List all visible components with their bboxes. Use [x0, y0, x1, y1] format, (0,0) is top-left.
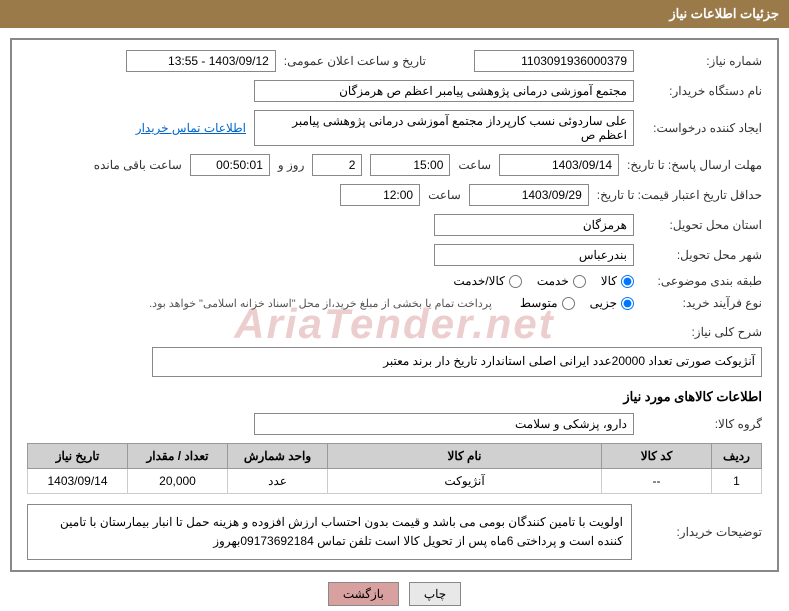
label-requester: ایجاد کننده درخواست: — [642, 121, 762, 135]
radio-goods[interactable] — [621, 275, 634, 288]
return-button[interactable]: بازگشت — [328, 582, 399, 606]
field-buyer-org: مجتمع آموزشی درمانی پژوهشی پیامبر اعظم ص… — [254, 80, 634, 102]
radio-service[interactable] — [573, 275, 586, 288]
td-qty: 20,000 — [128, 469, 228, 494]
row-delivery-province: استان محل تحویل: هرمزگان — [27, 214, 762, 236]
link-buyer-contact[interactable]: اطلاعات تماس خریدار — [136, 121, 246, 135]
field-announce-time: 1403/09/12 - 13:55 — [126, 50, 276, 72]
field-delivery-city: بندرعباس — [434, 244, 634, 266]
page-header: جزئیات اطلاعات نیاز — [0, 0, 789, 28]
radio-goods-service[interactable] — [509, 275, 522, 288]
th-code: کد کالا — [602, 444, 712, 469]
th-unit: واحد شمارش — [228, 444, 328, 469]
td-date: 1403/09/14 — [28, 469, 128, 494]
label-days-and: روز و — [278, 158, 305, 172]
table-row: 1 -- آنژیوکت عدد 20,000 1403/09/14 — [28, 469, 762, 494]
field-price-validity-hour: 12:00 — [340, 184, 420, 206]
row-goods-group: گروه کالا: دارو، پزشکی و سلامت — [27, 413, 762, 435]
row-buyer-org: نام دستگاه خریدار: مجتمع آموزشی درمانی پ… — [27, 80, 762, 102]
field-remaining-time: 00:50:01 — [190, 154, 270, 176]
label-delivery-city: شهر محل تحویل: — [642, 248, 762, 262]
th-date: تاریخ نیاز — [28, 444, 128, 469]
label-hours-remaining: ساعت باقی مانده — [94, 158, 182, 172]
field-response-hour: 15:00 — [370, 154, 450, 176]
row-response-deadline: مهلت ارسال پاسخ: تا تاریخ: 1403/09/14 سا… — [27, 154, 762, 176]
section-goods-info: اطلاعات کالاهای مورد نیاز — [27, 389, 762, 405]
row-price-validity: حداقل تاریخ اعتبار قیمت: تا تاریخ: 1403/… — [27, 184, 762, 206]
field-delivery-province: هرمزگان — [434, 214, 634, 236]
label-announce-time: تاریخ و ساعت اعلان عمومی: — [284, 54, 426, 68]
label-purchase-type: نوع فرآیند خرید: — [642, 296, 762, 310]
button-row: چاپ بازگشت — [0, 582, 789, 606]
radio-item-minor[interactable]: جزیی — [590, 296, 634, 310]
td-unit: عدد — [228, 469, 328, 494]
label-goods-group: گروه کالا: — [642, 417, 762, 431]
radio-item-medium[interactable]: متوسط — [520, 296, 575, 310]
print-button[interactable]: چاپ — [409, 582, 461, 606]
row-need-desc: شرح کلی نیاز: آنژیوکت صورتی تعداد 20000ع… — [27, 325, 762, 377]
field-remaining-days: 2 — [312, 154, 362, 176]
radio-group-purchase: جزیی متوسط — [520, 296, 634, 310]
radio-label-service: خدمت — [537, 274, 569, 288]
radio-label-goods-service: کالا/خدمت — [453, 274, 504, 288]
td-name: آنژیوکت — [328, 469, 602, 494]
radio-medium[interactable] — [562, 297, 575, 310]
radio-group-category: کالا خدمت کالا/خدمت — [453, 274, 634, 288]
main-panel: AriaTender.net شماره نیاز: 1103091936000… — [10, 38, 779, 572]
label-buyer-org: نام دستگاه خریدار: — [642, 84, 762, 98]
th-qty: تعداد / مقدار — [128, 444, 228, 469]
label-buyer-notes: توضیحات خریدار: — [642, 525, 762, 539]
field-goods-group: دارو، پزشکی و سلامت — [254, 413, 634, 435]
row-need-number: شماره نیاز: 1103091936000379 تاریخ و ساع… — [27, 50, 762, 72]
label-category: طبقه بندی موضوعی: — [642, 274, 762, 288]
label-hour-2: ساعت — [428, 188, 461, 202]
radio-label-minor: جزیی — [590, 296, 617, 310]
label-price-validity: حداقل تاریخ اعتبار قیمت: تا تاریخ: — [597, 188, 762, 202]
label-hour-1: ساعت — [458, 158, 491, 172]
row-requester: ایجاد کننده درخواست: علی ساردوئی نسب کار… — [27, 110, 762, 146]
table-header-row: ردیف کد کالا نام کالا واحد شمارش تعداد /… — [28, 444, 762, 469]
th-name: نام کالا — [328, 444, 602, 469]
field-response-date: 1403/09/14 — [499, 154, 619, 176]
label-delivery-province: استان محل تحویل: — [642, 218, 762, 232]
radio-item-goods-service[interactable]: کالا/خدمت — [453, 274, 521, 288]
radio-label-goods: کالا — [601, 274, 617, 288]
field-buyer-notes: اولویت با تامین کنندگان بومی می باشد و ق… — [27, 504, 632, 560]
th-row: ردیف — [712, 444, 762, 469]
label-response-deadline: مهلت ارسال پاسخ: تا تاریخ: — [627, 158, 762, 172]
row-buyer-notes: توضیحات خریدار: اولویت با تامین کنندگان … — [27, 504, 762, 560]
td-code: -- — [602, 469, 712, 494]
goods-table: ردیف کد کالا نام کالا واحد شمارش تعداد /… — [27, 443, 762, 494]
radio-label-medium: متوسط — [520, 296, 558, 310]
label-need-number: شماره نیاز: — [642, 54, 762, 68]
radio-item-service[interactable]: خدمت — [537, 274, 586, 288]
row-category: طبقه بندی موضوعی: کالا خدمت کالا/خدمت — [27, 274, 762, 288]
row-purchase-type: نوع فرآیند خرید: جزیی متوسط پرداخت تمام … — [27, 296, 762, 310]
row-delivery-city: شهر محل تحویل: بندرعباس — [27, 244, 762, 266]
label-need-desc: شرح کلی نیاز: — [642, 325, 762, 339]
radio-minor[interactable] — [621, 297, 634, 310]
field-requester: علی ساردوئی نسب کارپرداز مجتمع آموزشی در… — [254, 110, 634, 146]
field-need-desc: آنژیوکت صورتی تعداد 20000عدد ایرانی اصلی… — [152, 347, 762, 377]
header-title: جزئیات اطلاعات نیاز — [669, 6, 779, 21]
radio-item-goods[interactable]: کالا — [601, 274, 634, 288]
td-row: 1 — [712, 469, 762, 494]
field-need-number: 1103091936000379 — [474, 50, 634, 72]
field-price-validity-date: 1403/09/29 — [469, 184, 589, 206]
payment-note: پرداخت تمام یا بخشی از مبلغ خرید،از محل … — [149, 297, 492, 310]
